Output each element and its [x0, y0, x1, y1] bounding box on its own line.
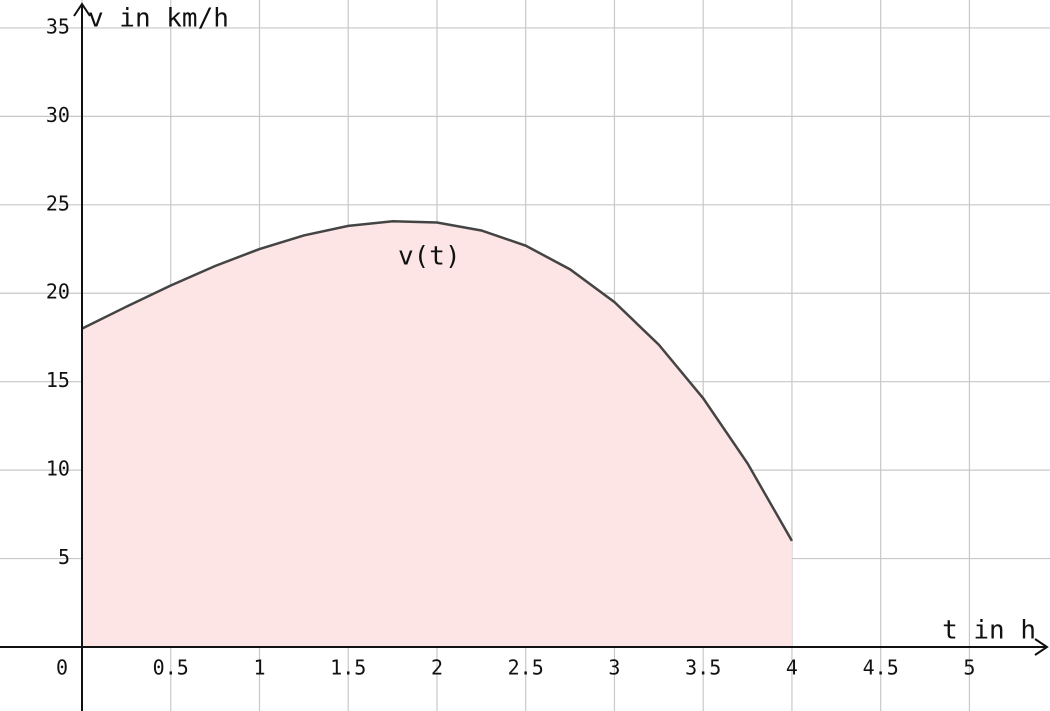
y-axis-arrow — [73, 2, 91, 17]
x-tick-label: 1 — [253, 655, 265, 679]
x-tick-label: 2 — [431, 655, 443, 679]
plot — [81, 220, 794, 647]
y-tick-label: 35 — [46, 14, 70, 38]
x-tick-label: 5 — [963, 655, 975, 679]
x-axis-label: t in h — [942, 616, 1036, 646]
x-axis-arrow — [1034, 638, 1049, 656]
x-tick-label: 4 — [786, 655, 798, 679]
x-tick-label: 0 — [56, 655, 68, 679]
x-tick-label: 2.5 — [508, 655, 544, 679]
y-tick-label: 30 — [46, 103, 70, 127]
y-tick-label: 25 — [46, 191, 70, 215]
y-axis-label: v in km/h — [88, 4, 229, 34]
x-tick-label: 0.5 — [153, 655, 189, 679]
x-tick-label: 3.5 — [685, 655, 721, 679]
y-tick-label: 5 — [58, 545, 70, 569]
curve — [81, 220, 794, 542]
curve-label: v(t) — [398, 242, 461, 272]
x-tick-label: 3 — [608, 655, 620, 679]
x-tick-label: 1.5 — [330, 655, 366, 679]
y-tick-label: 15 — [46, 368, 70, 392]
y-tick-label: 20 — [46, 280, 70, 304]
x-tick-label: 4.5 — [863, 655, 899, 679]
area-fill — [82, 221, 792, 647]
y-tick-label: 10 — [46, 457, 70, 481]
